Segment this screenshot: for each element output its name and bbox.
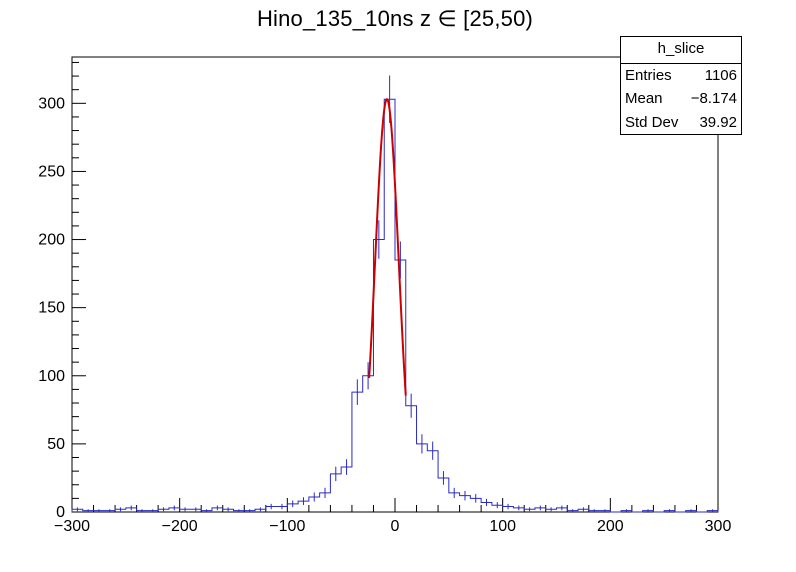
stats-label: Mean: [625, 90, 663, 107]
stats-row-stddev: Std Dev 39.92: [621, 111, 741, 135]
gaussian-fit-curve: [368, 97, 407, 396]
stats-row-mean: Mean −8.174: [621, 87, 741, 111]
x-tick-label: −100: [269, 518, 305, 535]
y-tick-label: 250: [38, 163, 65, 180]
stats-box: h_slice Entries 1106 Mean −8.174 Std Dev…: [620, 36, 742, 135]
x-tick-label: 300: [705, 518, 732, 535]
x-tick-label: 200: [597, 518, 624, 535]
y-tick-label: 200: [38, 232, 65, 249]
x-tick-label: −200: [162, 518, 198, 535]
y-tick-label: 150: [38, 300, 65, 317]
chart-title: Hino_135_10ns z ∈ [25,50): [256, 6, 534, 31]
x-tick-label: 0: [391, 518, 400, 535]
x-tick-label: 100: [489, 518, 516, 535]
stats-value: 1106: [704, 66, 737, 84]
y-tick-label: 300: [38, 95, 65, 112]
y-tick-label: 0: [56, 504, 65, 521]
stats-value: 39.92: [699, 113, 737, 131]
stats-label: Std Dev: [625, 113, 679, 131]
stats-label: Entries: [625, 66, 672, 84]
histogram-line: [71, 98, 719, 513]
stats-row-entries: Entries 1106: [621, 64, 741, 88]
y-tick-label: 100: [38, 368, 65, 385]
stats-value: −8.174: [690, 90, 737, 107]
y-tick-label: 50: [47, 436, 65, 453]
stats-box-title: h_slice: [621, 37, 741, 64]
x-tick-label: −300: [54, 518, 90, 535]
